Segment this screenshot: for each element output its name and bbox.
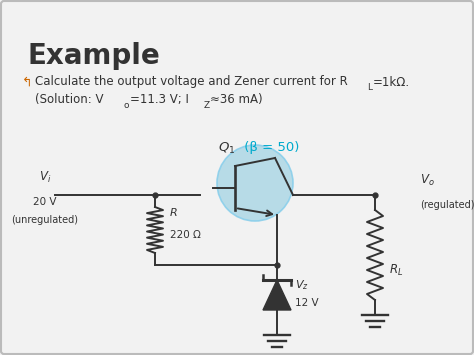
Text: =11.3 V; I: =11.3 V; I — [130, 93, 189, 106]
Text: $V_z$: $V_z$ — [295, 278, 309, 292]
Text: $R_L$: $R_L$ — [389, 262, 403, 278]
Text: Calculate the output voltage and Zener current for R: Calculate the output voltage and Zener c… — [35, 76, 348, 88]
Text: (regulated): (regulated) — [420, 200, 474, 210]
Text: (β = 50): (β = 50) — [240, 142, 300, 154]
Text: 20 V: 20 V — [33, 197, 57, 207]
Text: (Solution: V: (Solution: V — [35, 93, 103, 106]
Text: L: L — [367, 82, 372, 92]
Text: R: R — [170, 208, 178, 218]
Text: ≈36 mA): ≈36 mA) — [210, 93, 263, 106]
Polygon shape — [263, 280, 291, 310]
Circle shape — [217, 145, 293, 221]
Text: (unregulated): (unregulated) — [11, 215, 79, 225]
Text: 12 V: 12 V — [295, 298, 319, 308]
Text: 220 Ω: 220 Ω — [170, 230, 201, 240]
Text: ↰: ↰ — [22, 76, 33, 88]
Text: $V_i$: $V_i$ — [39, 169, 51, 185]
Text: Example: Example — [28, 42, 161, 70]
Text: =1kΩ.: =1kΩ. — [373, 76, 410, 88]
Text: o: o — [124, 100, 129, 109]
Text: $V_o$: $V_o$ — [420, 173, 435, 187]
Text: $Q_1$: $Q_1$ — [218, 141, 235, 155]
Text: Z: Z — [204, 100, 210, 109]
